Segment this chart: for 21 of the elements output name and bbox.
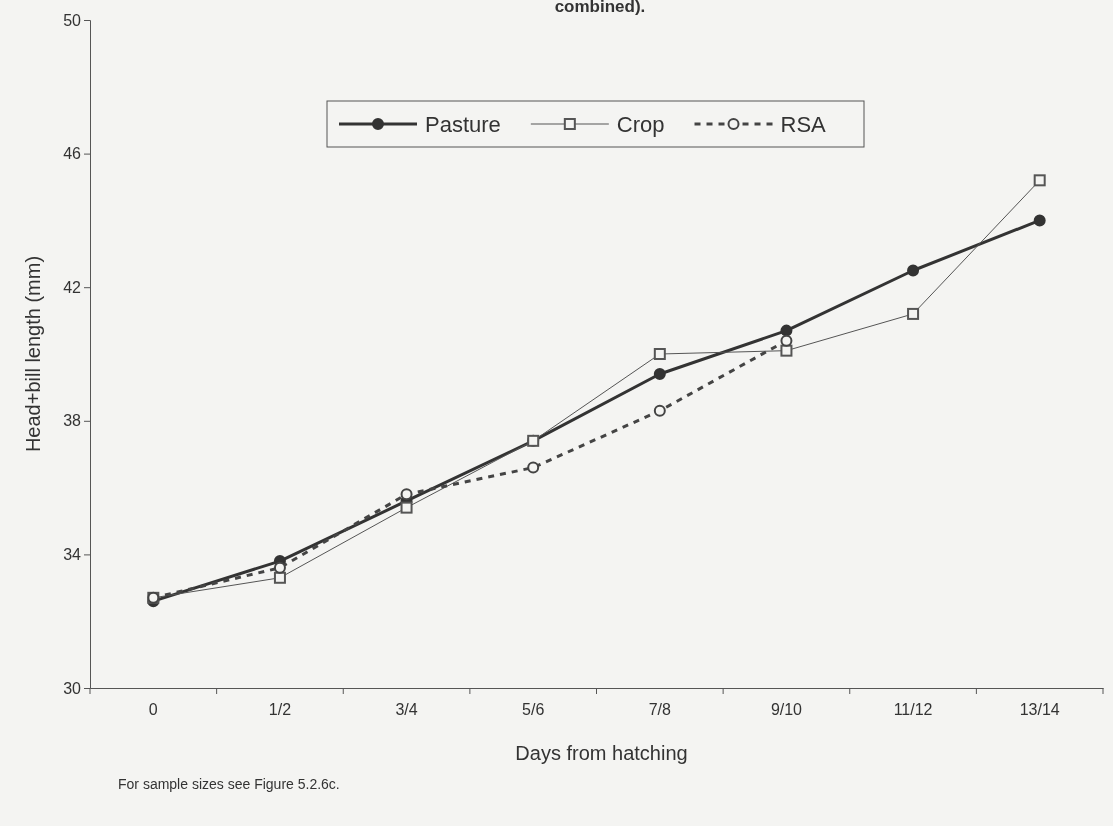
chart-title: combined). [554,0,646,16]
legend-label: Crop [616,112,665,137]
y-tick-label: 38 [63,412,82,430]
x-tick-label: 1/2 [268,701,292,719]
legend-label: RSA [780,112,827,137]
x-tick-label: 11/12 [893,701,933,719]
y-tick-label: 42 [63,278,82,296]
x-axis-title: Days from hatching [515,742,688,764]
x-tick-label: 13/14 [1019,701,1060,719]
y-axis-title: Head+bill length (mm) [22,255,44,453]
x-tick-label: 5/6 [522,701,545,719]
text: For sample sizes see Figure 5.2.6c. [118,776,340,792]
y-tick-label: 30 [63,679,82,697]
y-tick-label: 34 [63,546,82,564]
x-tick-label: 9/10 [770,701,803,719]
x-tick-label: 7/8 [648,701,672,719]
x-tick-label: 0 [148,701,158,719]
y-tick-label: 46 [63,145,82,163]
legend-label: Pasture [425,112,501,137]
y-tick-label: 50 [63,11,82,29]
x-tick-label: 3/4 [395,701,418,719]
